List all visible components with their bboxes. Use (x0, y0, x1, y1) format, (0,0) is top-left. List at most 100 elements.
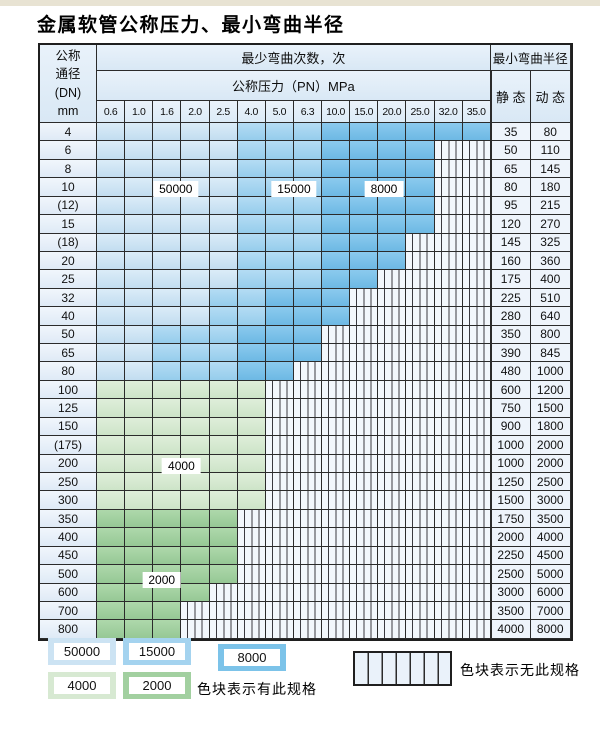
matrix-cell (153, 601, 182, 621)
matrix-cell-unavailable (462, 565, 491, 584)
matrix-cell (181, 288, 210, 308)
matrix-cell (265, 251, 294, 271)
matrix-cell-unavailable (322, 491, 351, 510)
static-value-cell: 1500 (490, 491, 531, 510)
dynamic-value-cell: 5000 (530, 565, 571, 584)
matrix-cell (97, 233, 126, 252)
matrix-cell (181, 270, 210, 289)
matrix-cell (237, 307, 266, 326)
matrix-cell (125, 251, 154, 271)
matrix-cell-unavailable (350, 307, 379, 326)
matrix-cell (237, 270, 266, 289)
dynamic-value-cell: 1500 (530, 399, 571, 418)
matrix-cell-unavailable (322, 473, 351, 492)
matrix-cell (181, 528, 210, 547)
dynamic-value-cell: 4500 (530, 546, 571, 566)
dn-cell: 50 (40, 325, 97, 345)
matrix-cell-unavailable (462, 528, 491, 547)
matrix-cell (153, 546, 182, 566)
matrix-cell (125, 307, 154, 326)
dynamic-value-cell: 640 (530, 307, 571, 326)
matrix-cell (153, 141, 182, 160)
matrix-cell-unavailable (434, 601, 463, 621)
matrix-cell (265, 325, 294, 345)
matrix-cell-unavailable (434, 436, 463, 455)
matrix-cell (237, 251, 266, 271)
matrix-cell (181, 546, 210, 566)
matrix-cell-unavailable (293, 473, 322, 492)
matrix-cell (153, 362, 182, 381)
matrix-cell (293, 270, 322, 289)
matrix-cell-unavailable (378, 436, 407, 455)
matrix-cell-unavailable (350, 583, 379, 602)
matrix-cell-unavailable (434, 454, 463, 474)
matrix-cell-unavailable (378, 601, 407, 621)
matrix-cell (97, 288, 126, 308)
matrix-cell-unavailable (462, 178, 491, 197)
matrix-cell-unavailable (293, 583, 322, 602)
matrix-cell (293, 288, 322, 308)
matrix-cell (237, 362, 266, 381)
pressure-col-header: 2.0 (181, 101, 210, 123)
matrix-cell-unavailable (350, 509, 379, 529)
matrix-cell (293, 325, 322, 345)
matrix-cell-unavailable (434, 270, 463, 289)
matrix-cell-unavailable (462, 473, 491, 492)
matrix-cell (153, 251, 182, 271)
dn-cell: 6 (40, 141, 97, 160)
matrix-cell-unavailable (462, 491, 491, 510)
matrix-cell (434, 123, 463, 142)
matrix-cell-unavailable (293, 417, 322, 437)
matrix-cell (153, 344, 182, 363)
matrix-cell-unavailable (434, 196, 463, 216)
matrix-cell-unavailable (265, 620, 294, 639)
matrix-cell (265, 344, 294, 363)
matrix-cell (378, 123, 407, 142)
matrix-cell (125, 546, 154, 566)
dynamic-value-cell: 3500 (530, 509, 571, 529)
matrix-cell (181, 233, 210, 252)
dynamic-value-cell: 270 (530, 215, 571, 234)
matrix-cell (237, 123, 266, 142)
dynamic-value-cell: 400 (530, 270, 571, 289)
matrix-cell (97, 417, 126, 437)
matrix-cell (350, 215, 379, 234)
matrix-cell-unavailable (350, 546, 379, 566)
matrix-cell-unavailable (293, 399, 322, 418)
matrix-cell-unavailable (350, 491, 379, 510)
matrix-cell (237, 380, 266, 400)
legend-swatch-15000: 15000 (123, 638, 191, 665)
static-value-cell: 175 (490, 270, 531, 289)
dn-cell: 15 (40, 215, 97, 234)
dn-cell: 450 (40, 546, 97, 566)
matrix-cell (97, 528, 126, 547)
pressure-col-header: 10.0 (322, 101, 351, 123)
matrix-cell (97, 123, 126, 142)
matrix-cell (350, 196, 379, 216)
matrix-cell-unavailable (462, 196, 491, 216)
matrix-cell (97, 546, 126, 566)
matrix-cell-unavailable (434, 141, 463, 160)
matrix-cell-unavailable (462, 546, 491, 566)
static-value-cell: 3000 (490, 583, 531, 602)
dn-cell: 600 (40, 583, 97, 602)
matrix-cell-unavailable (434, 325, 463, 345)
pressure-col-header: 20.0 (378, 101, 407, 123)
matrix-cell-unavailable (434, 583, 463, 602)
matrix-cell (293, 344, 322, 363)
matrix-cell-unavailable (462, 215, 491, 234)
matrix-cell (153, 123, 182, 142)
matrix-cell-unavailable (350, 362, 379, 381)
matrix-cell (153, 233, 182, 252)
static-value-cell: 145 (490, 233, 531, 252)
matrix-cell (406, 196, 435, 216)
matrix-cell-unavailable (462, 344, 491, 363)
matrix-cell-unavailable (406, 380, 435, 400)
matrix-cell (125, 178, 154, 197)
matrix-cell-unavailable (209, 620, 238, 639)
matrix-cell (181, 362, 210, 381)
matrix-cell-unavailable (378, 546, 407, 566)
matrix-cell-unavailable (350, 601, 379, 621)
matrix-cell (97, 454, 126, 474)
legend-swatch-8000: 8000 (218, 644, 286, 671)
